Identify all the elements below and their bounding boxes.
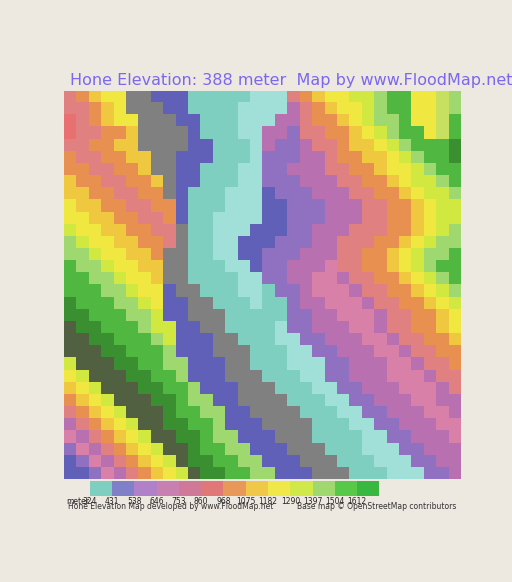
- Bar: [134, 481, 157, 496]
- Text: Hone Elevation: 388 meter  Map by www.FloodMap.net (beta): Hone Elevation: 388 meter Map by www.Flo…: [70, 73, 512, 88]
- Bar: [179, 481, 201, 496]
- Bar: [201, 481, 223, 496]
- Text: 646: 646: [150, 498, 164, 506]
- Text: meter: meter: [66, 498, 89, 506]
- Bar: [90, 481, 112, 496]
- Bar: [357, 481, 379, 496]
- Text: 1397: 1397: [303, 498, 322, 506]
- Bar: [290, 481, 313, 496]
- Text: 1612: 1612: [348, 498, 367, 506]
- Text: 753: 753: [172, 498, 186, 506]
- Text: 1504: 1504: [325, 498, 345, 506]
- Bar: [246, 481, 268, 496]
- Bar: [157, 481, 179, 496]
- Text: Hone Elevation Map developed by www.FloodMap.net: Hone Elevation Map developed by www.Floo…: [68, 502, 273, 511]
- Text: 1075: 1075: [236, 498, 255, 506]
- Text: Base map © OpenStreetMap contributors: Base map © OpenStreetMap contributors: [297, 502, 457, 511]
- Text: 1182: 1182: [259, 498, 278, 506]
- Text: 968: 968: [216, 498, 231, 506]
- Text: 860: 860: [194, 498, 208, 506]
- Text: 538: 538: [127, 498, 142, 506]
- Bar: [223, 481, 246, 496]
- Bar: [313, 481, 335, 496]
- Bar: [112, 481, 134, 496]
- Text: 431: 431: [105, 498, 119, 506]
- Bar: [335, 481, 357, 496]
- Text: 324: 324: [82, 498, 97, 506]
- Text: 1290: 1290: [281, 498, 300, 506]
- Bar: [268, 481, 290, 496]
